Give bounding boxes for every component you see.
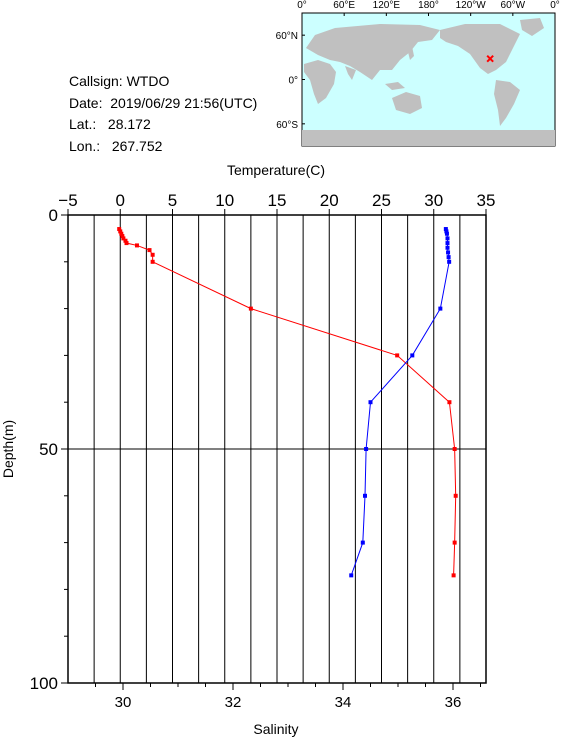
map-lat-label: 60°N [276,31,298,42]
top-tick-label: −5 [58,191,77,210]
depth-tick-label: 50 [39,440,58,459]
callsign-value: WTDO [126,73,170,89]
top-tick-label: 15 [268,191,287,210]
date-value: 2019/06/29 21:56(UTC) [110,94,258,111]
land-north-america [440,24,520,74]
salinity-point [368,400,373,405]
land-africa [304,60,336,104]
lon-value: 267.752 [111,137,163,154]
lon-row: Lon.: 267.752 [69,136,257,158]
lat-label: Lat.: [69,116,97,132]
temperature-point [134,243,139,248]
temperature-point [123,238,128,243]
map-lon-label: 180° [418,0,439,11]
top-tick-label: 0 [116,191,125,210]
bottom-tick-label: 32 [225,694,242,711]
salinity-point [410,353,415,358]
map-lon-label: 60°E [333,0,355,11]
temperature-point [118,229,123,234]
bottom-tick-label: 36 [445,694,462,711]
top-tick-label: 30 [424,191,443,210]
temperature-point [452,447,457,451]
salinity-point [438,306,443,311]
salinity-point [363,493,367,498]
salinity-point [349,573,354,578]
salinity-point [446,255,451,260]
temperature-point [248,306,253,311]
map-lat-labels: 60°N 0° 60°S [276,31,305,131]
top-tick-label: 25 [372,191,391,210]
map-lon-label: 0° [297,0,307,11]
callsign-label: Callsign: [69,73,123,89]
map-lon-label: 0° [550,0,560,11]
temperature-point [150,259,155,264]
callsign-row: Callsign: WTDO [69,71,257,93]
land-australia [392,92,422,114]
salinity-point [443,227,448,232]
salinity-point [444,231,449,236]
date-label: Date: [69,94,103,111]
temperature-point [121,236,126,241]
salinity-point [445,245,450,250]
salinity-point [447,259,452,264]
temperature-point [147,248,152,253]
top-tick-label: 20 [320,191,339,210]
salinity-line [350,228,450,576]
temperature-point [453,493,458,498]
temperature-line [118,228,457,576]
lat-row: Lat.: 28.172 [69,114,257,136]
top-axis-title: Temperature(C) [227,162,325,178]
top-tick-label: 10 [215,191,234,210]
salinity-point [444,229,449,234]
plot-frame [67,214,487,684]
date-row: Date: 2019/06/29 21:56(UTC) [69,93,257,115]
salinity-point [364,447,369,451]
marker-stroke [486,54,494,63]
land-eurasia [306,24,440,80]
land-antarctica [302,130,555,146]
series [117,227,458,578]
station-info: Callsign: WTDO Date: 2019/06/29 21:56(UT… [69,71,257,157]
y-axis-title: Depth(m) [0,420,16,478]
temperature-point [395,353,400,358]
salinity-point [446,250,451,255]
top-tick-label: 35 [477,191,496,210]
salinity-point [360,540,365,545]
depth-tick-label: 100 [30,674,58,693]
depth-tick-label: 0 [49,206,58,225]
world-map: 0° 60°E 120°E 180° 120°W 60°W 0° 60°N 0° 60°S [276,0,560,147]
land-japan [408,46,414,60]
station-marker [486,54,494,63]
lat-value: 28.172 [107,116,151,132]
temperature-point [150,252,155,257]
temperature-point [120,234,125,239]
temperature-point [117,227,122,232]
map-lon-label: 120°E [373,0,401,11]
temperature-point [447,400,452,405]
top-tick-label: 5 [168,191,177,210]
map-lat-label: 0° [288,76,298,87]
map-lon-label: 60°W [501,0,526,11]
map-lon-labels: 0° 60°E 120°E 180° 120°W 60°W 0° [297,0,560,16]
land-greenland [520,18,544,36]
bottom-tick-label: 34 [335,694,352,711]
temperature-point [124,241,129,246]
bottom-tick-label: 30 [115,694,132,711]
salinity-point [445,236,450,241]
salinity-point [445,241,450,246]
map-lon-label: 120°W [456,0,487,11]
bottom-axis-title: Salinity [253,721,298,737]
land-india [345,66,356,80]
land-indonesia [385,82,405,90]
temperature-point [452,540,457,545]
map-land [302,18,555,146]
grid [67,215,487,683]
temperature-point [451,573,456,578]
temperature-point [119,231,124,236]
map-lat-label: 60°S [276,120,298,131]
land-south-america [494,80,520,126]
lon-label: Lon.: [69,137,101,154]
